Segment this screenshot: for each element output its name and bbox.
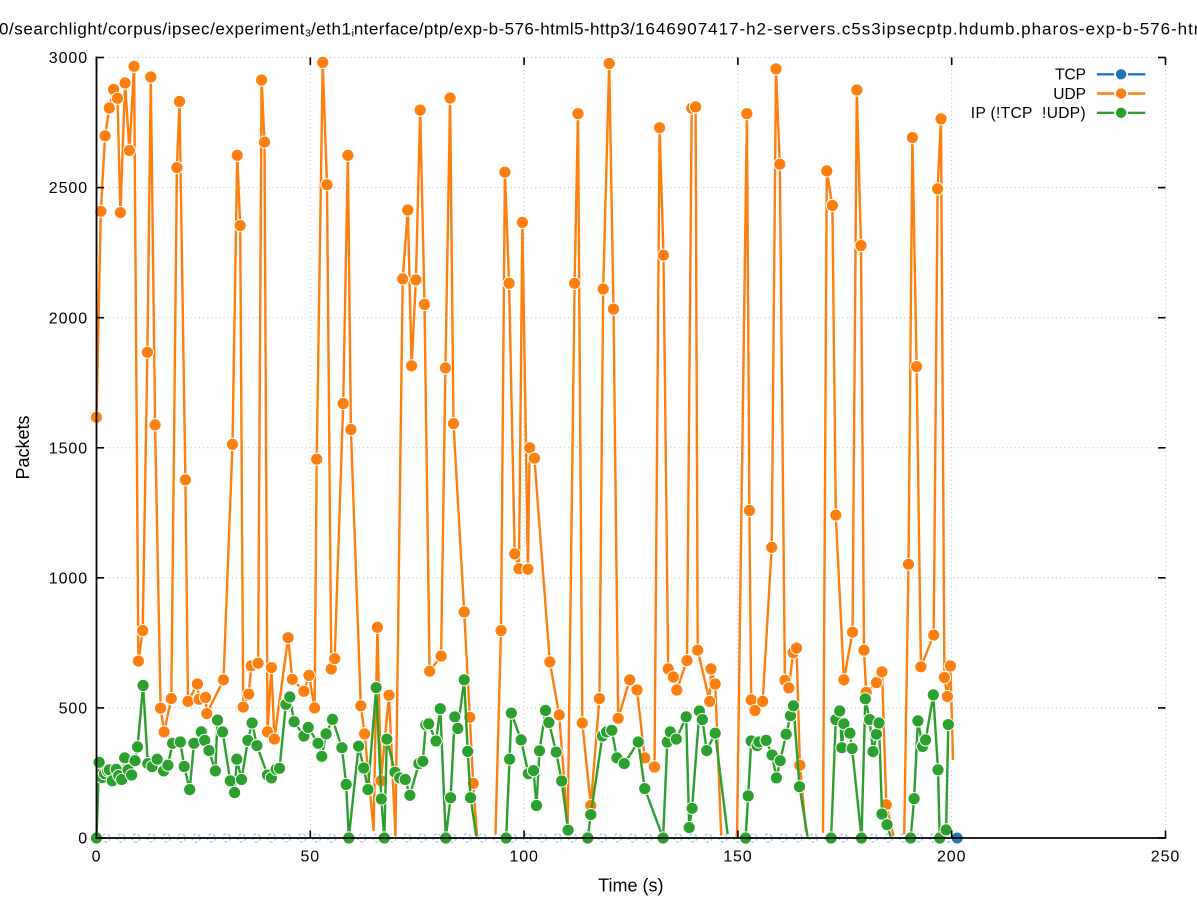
svg-text:3000: 3000 <box>49 50 88 67</box>
svg-text:1000: 1000 <box>49 570 88 587</box>
svg-text:50: 50 <box>300 849 320 866</box>
svg-text:500: 500 <box>59 701 88 718</box>
svg-text:Time (s): Time (s) <box>598 876 663 896</box>
svg-text:2500: 2500 <box>49 180 88 197</box>
svg-text:1500: 1500 <box>49 440 88 457</box>
svg-text:UDP: UDP <box>1053 86 1086 103</box>
svg-text:0/searchlight/corpus/ipsec/exp: 0/searchlight/corpus/ipsec/experiment3/e… <box>0 20 1197 40</box>
svg-text:100: 100 <box>509 849 538 866</box>
svg-text:IP (!TCP !UDP): IP (!TCP !UDP) <box>971 105 1086 122</box>
svg-text:0: 0 <box>92 849 102 866</box>
svg-text:200: 200 <box>937 849 966 866</box>
svg-text:Packets: Packets <box>13 415 33 479</box>
svg-text:2000: 2000 <box>49 310 88 327</box>
svg-text:TCP: TCP <box>1055 67 1086 84</box>
svg-text:0: 0 <box>78 831 88 848</box>
svg-text:250: 250 <box>1151 849 1180 866</box>
svg-text:150: 150 <box>723 849 752 866</box>
